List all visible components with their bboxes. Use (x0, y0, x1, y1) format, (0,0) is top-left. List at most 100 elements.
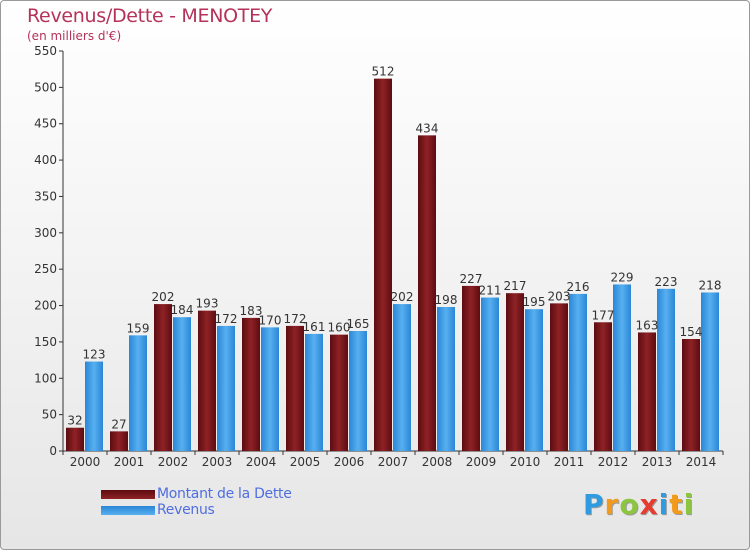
y-tick-label: 250 (34, 262, 57, 276)
bar-debt-label: 203 (548, 289, 571, 303)
bar-revenue-label: 184 (171, 303, 194, 317)
bar-debt-label: 172 (284, 312, 307, 326)
bar-debt (330, 334, 348, 451)
bar-debt-label: 202 (152, 290, 175, 304)
bar-revenue-label: 223 (655, 275, 678, 289)
y-tick-label: 150 (34, 335, 57, 349)
x-tick-label: 2009 (466, 455, 497, 469)
bar-debt (550, 303, 568, 451)
y-tick-label: 300 (34, 226, 57, 240)
x-tick-label: 2003 (202, 455, 233, 469)
logo-letter: i (683, 488, 695, 521)
bar-debt-label: 177 (592, 308, 615, 322)
x-tick-label: 2001 (114, 455, 145, 469)
logo-letter: P (583, 488, 605, 521)
y-tick-label: 0 (49, 444, 57, 458)
bar-debt-label: 32 (67, 414, 82, 428)
bar-revenue (569, 293, 587, 451)
bar-revenue (701, 292, 719, 451)
bar-debt (462, 285, 480, 451)
bar-revenue-label: 170 (259, 313, 282, 327)
x-tick-label: 2011 (554, 455, 585, 469)
bar-debt (242, 317, 260, 451)
bar-debt-label: 217 (504, 279, 527, 293)
x-tick-label: 2006 (334, 455, 365, 469)
bar-debt (154, 304, 172, 451)
bar-debt (418, 135, 436, 451)
bar-revenue (613, 284, 631, 451)
bar-revenue (173, 317, 191, 451)
bar-debt (286, 325, 304, 451)
legend-swatch-debt (101, 490, 155, 499)
bar-debt (638, 332, 656, 451)
bar-revenue-label: 172 (215, 312, 238, 326)
bar-revenue (481, 297, 499, 451)
bar-revenue-label: 165 (347, 317, 370, 331)
bar-revenue-label: 202 (391, 290, 414, 304)
x-tick-label: 2000 (70, 455, 101, 469)
bar-revenue (437, 307, 455, 451)
bar-debt-label: 193 (196, 297, 219, 311)
bar-revenue (217, 325, 235, 451)
bar-debt (198, 310, 216, 451)
bar-revenue (349, 331, 367, 451)
bar-revenue (129, 335, 147, 451)
logo-letter: r (604, 488, 620, 521)
x-tick-label: 2005 (290, 455, 321, 469)
bar-debt-label: 227 (460, 272, 483, 286)
x-tick-label: 2013 (642, 455, 673, 469)
logo-letter: t (669, 488, 684, 521)
y-tick-label: 500 (34, 80, 57, 94)
bar-revenue-label: 216 (567, 280, 590, 294)
x-tick-label: 2010 (510, 455, 541, 469)
x-tick-label: 2012 (598, 455, 629, 469)
legend-swatch-revenue (101, 506, 155, 515)
bar-revenue-label: 218 (699, 278, 722, 292)
bar-debt-label: 160 (328, 321, 351, 335)
bar-revenue (261, 327, 279, 451)
bar-debt (66, 427, 84, 451)
bar-debt-label: 183 (240, 304, 263, 318)
bar-revenue-label: 229 (611, 270, 634, 284)
bar-revenue-label: 123 (83, 348, 106, 362)
logo-letter: i (658, 488, 670, 521)
y-tick-label: 400 (34, 153, 57, 167)
bar-debt-label: 27 (111, 417, 126, 431)
proxiti-logo: Proxiti (583, 488, 694, 521)
bar-revenue (305, 333, 323, 451)
chart-title: Revenus/Dette - MENOTEY (27, 5, 273, 27)
y-tick-label: 100 (34, 371, 57, 385)
y-tick-label: 200 (34, 299, 57, 313)
x-tick-label: 2008 (422, 455, 453, 469)
chart-bars (66, 78, 719, 452)
bar-revenue (657, 288, 675, 451)
logo-letter: x (639, 488, 659, 521)
y-tick-label: 450 (34, 117, 57, 131)
bar-debt (110, 431, 128, 451)
bar-debt (374, 78, 392, 452)
x-tick-label: 2002 (158, 455, 189, 469)
bar-debt-label: 512 (372, 65, 395, 79)
bar-revenue (85, 361, 103, 451)
bar-debt-label: 434 (416, 121, 439, 135)
bar-debt-label: 163 (636, 318, 659, 332)
legend-label-revenue: Revenus (157, 502, 215, 518)
bar-debt (682, 339, 700, 451)
bar-debt (594, 322, 612, 451)
y-tick-label: 550 (34, 44, 57, 58)
x-tick-label: 2007 (378, 455, 409, 469)
x-tick-label: 2014 (686, 455, 717, 469)
bar-debt (506, 293, 524, 451)
legend-label-debt: Montant de la Dette (157, 486, 292, 502)
bar-revenue-label: 211 (479, 284, 502, 298)
y-tick-label: 50 (42, 408, 57, 422)
y-tick-label: 350 (34, 189, 57, 203)
bar-debt-label: 154 (680, 325, 703, 339)
bar-revenue-label: 198 (435, 293, 458, 307)
bar-revenue-label: 195 (523, 295, 546, 309)
x-tick-label: 2004 (246, 455, 277, 469)
logo-letter: o (619, 488, 640, 521)
